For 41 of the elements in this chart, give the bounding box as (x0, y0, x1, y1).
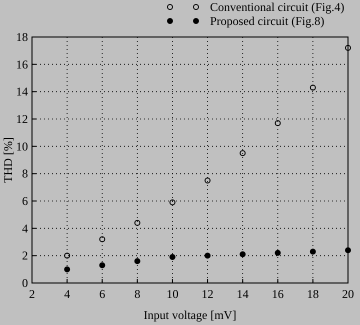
point (345, 44, 351, 51)
x-tick-label: 8 (134, 287, 140, 301)
point (169, 254, 176, 260)
x-tick-label: 4 (64, 287, 70, 301)
y-tick-label: 4 (22, 221, 28, 236)
point (274, 250, 281, 256)
point (204, 178, 211, 184)
point (99, 236, 106, 242)
point (310, 248, 316, 255)
point (345, 247, 351, 254)
point (274, 120, 281, 126)
y-tick-label: 8 (22, 166, 28, 181)
point (64, 252, 70, 259)
y-tick-label: 14 (16, 84, 28, 99)
point (99, 262, 106, 268)
y-tick-label: 10 (16, 139, 28, 154)
point (134, 258, 140, 264)
legend-label: Conventional circuit (Fig.4) (210, 0, 344, 14)
x-tick-label: 18 (306, 287, 319, 301)
y-tick-label: 0 (22, 276, 28, 290)
x-tick-label: 6 (99, 287, 106, 301)
point (64, 266, 70, 272)
point (240, 251, 246, 258)
x-tick-label: 16 (272, 287, 284, 301)
legend-label: Proposed circuit (Fig.8) (210, 14, 324, 28)
x-tick-label: 20 (342, 287, 354, 301)
x-axis-title: Input voltage [mV] (144, 308, 236, 322)
y-tick-label: 12 (16, 112, 28, 126)
y-axis-title: THD [%] (1, 137, 15, 183)
point (169, 199, 176, 206)
y-tick-label: 18 (16, 30, 28, 44)
x-tick-label: 12 (202, 287, 214, 301)
point (240, 150, 246, 156)
point (134, 220, 140, 226)
y-tick-label: 2 (22, 248, 28, 263)
x-tick-label: 14 (236, 287, 249, 301)
y-tick-label: 16 (16, 57, 28, 72)
y-tick-label: 6 (22, 194, 28, 208)
point (204, 252, 211, 259)
x-tick-label: 10 (166, 287, 178, 301)
point (310, 84, 316, 91)
